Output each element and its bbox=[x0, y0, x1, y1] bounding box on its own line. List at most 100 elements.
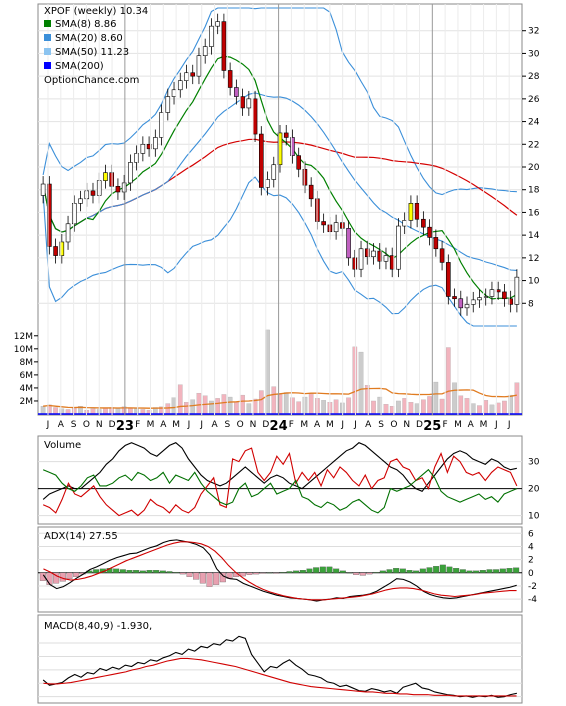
volume-bar bbox=[364, 385, 370, 415]
candle-body bbox=[514, 276, 520, 305]
candle-body bbox=[40, 183, 46, 196]
month-label: F bbox=[289, 420, 294, 430]
month-label: N bbox=[403, 420, 410, 430]
macd-histogram-bar bbox=[486, 569, 493, 573]
candle-body bbox=[128, 162, 133, 184]
price-tick-label: 28 bbox=[528, 72, 540, 82]
candle-body bbox=[439, 248, 445, 263]
candle-body bbox=[246, 98, 252, 109]
macd-tick-label: -4 bbox=[528, 595, 537, 605]
macd-tick-label: -2 bbox=[528, 582, 537, 592]
volume-bar bbox=[396, 400, 401, 415]
price-tick-label: 20 bbox=[528, 163, 540, 173]
macd-panel-frame bbox=[37, 526, 523, 613]
adx-series-0 bbox=[42, 442, 517, 500]
volume-bar bbox=[383, 404, 389, 415]
candle-body bbox=[115, 186, 121, 193]
macd-panel: -4 -2 0 2 4 6 ADX(14) 27.55 bbox=[37, 526, 537, 613]
candle-body bbox=[290, 137, 295, 156]
volume-tick-label: 4M bbox=[20, 384, 34, 394]
candle-body bbox=[421, 218, 426, 228]
candle-body bbox=[215, 21, 220, 27]
candle-body bbox=[333, 222, 339, 233]
bollinger-upper-line bbox=[42, 7, 517, 196]
adx-tick-label: 30 bbox=[528, 458, 540, 468]
price-tick-label: 8 bbox=[528, 299, 534, 309]
month-label: S bbox=[378, 420, 384, 430]
macd-histogram-bar bbox=[73, 572, 80, 577]
candle-body bbox=[234, 87, 239, 97]
price-tick-label: 16 bbox=[528, 208, 540, 218]
month-label: D bbox=[262, 420, 269, 430]
macd-histogram-bar bbox=[313, 567, 320, 573]
candle-body bbox=[53, 246, 58, 256]
legend-swatch-sma50 bbox=[44, 48, 51, 55]
month-label: M bbox=[300, 420, 308, 430]
macd-histogram-bar bbox=[473, 570, 480, 573]
macd-histogram-bar bbox=[279, 571, 286, 573]
volume-bar bbox=[352, 346, 358, 415]
volume-bar bbox=[489, 404, 495, 415]
macd-histogram-bar bbox=[366, 572, 373, 575]
macd-histogram-bar bbox=[259, 572, 266, 574]
month-label: A bbox=[314, 420, 321, 430]
price-panel: 8 10 12 14 16 18 20 22 24 26 28 30 32 2M 4M 6M 8M 10M 12M… bbox=[14, 3, 540, 434]
candle-body bbox=[364, 248, 370, 258]
month-label: S bbox=[224, 420, 230, 430]
macd-series-0 bbox=[42, 539, 517, 602]
volume-sma-line bbox=[43, 387, 518, 409]
candle-body bbox=[408, 203, 414, 221]
candle-body bbox=[477, 297, 482, 301]
macd-series-1 bbox=[43, 541, 517, 601]
volume-bar bbox=[221, 394, 227, 415]
price-title: XPOF (weekly) 10.34 bbox=[44, 6, 148, 17]
candle-body bbox=[190, 72, 196, 77]
macd-histogram-bar bbox=[373, 571, 380, 573]
adx-title: Volume bbox=[44, 440, 81, 451]
macd-histogram-bar bbox=[326, 566, 333, 573]
month-label: A bbox=[211, 420, 218, 430]
candle-body bbox=[470, 299, 476, 305]
candle-body bbox=[283, 132, 289, 138]
macd-histogram-bar bbox=[513, 567, 520, 573]
candle-body bbox=[452, 296, 457, 300]
candle-body bbox=[302, 168, 308, 186]
candle-body bbox=[489, 289, 495, 297]
legend-sma50: SMA(50) 11.23 bbox=[55, 47, 129, 58]
macd-histogram-bar bbox=[413, 570, 420, 573]
macd-histogram-bar bbox=[346, 572, 353, 574]
volume-bar bbox=[227, 396, 233, 415]
macd-histogram-bar bbox=[379, 570, 386, 573]
macd-histogram-bar bbox=[206, 572, 213, 587]
macd-histogram-bar bbox=[246, 572, 253, 575]
macd-histogram-bar bbox=[126, 570, 133, 573]
macd-histogram-bar bbox=[433, 566, 440, 573]
volume-bar bbox=[71, 407, 77, 415]
month-label: N bbox=[250, 420, 257, 430]
candle-body bbox=[371, 250, 376, 258]
volume-bar bbox=[445, 347, 451, 415]
volume-bar bbox=[414, 403, 420, 415]
candle-body bbox=[396, 225, 401, 270]
price-tick-label: 24 bbox=[528, 118, 540, 128]
adx-tick-label: 10 bbox=[528, 512, 540, 522]
legend-sma200: SMA(200) bbox=[55, 61, 104, 72]
macd-histogram-bar bbox=[66, 572, 73, 579]
volume-bar bbox=[452, 382, 457, 415]
month-label: O bbox=[237, 420, 244, 430]
price-tick-label: 32 bbox=[528, 27, 539, 37]
month-label: A bbox=[365, 420, 372, 430]
month-label: A bbox=[160, 420, 167, 430]
macd-histogram-bar bbox=[286, 571, 293, 573]
month-label: 25 bbox=[423, 419, 441, 434]
candle-body bbox=[153, 137, 158, 150]
price-tick-label: 26 bbox=[528, 95, 540, 105]
month-label: A bbox=[468, 420, 475, 430]
volume-bar bbox=[40, 406, 46, 415]
volume-bar bbox=[128, 407, 133, 415]
volume-bar bbox=[433, 381, 439, 415]
candle-body bbox=[296, 155, 301, 170]
volume-bar bbox=[258, 390, 264, 415]
candle-body bbox=[196, 55, 202, 77]
